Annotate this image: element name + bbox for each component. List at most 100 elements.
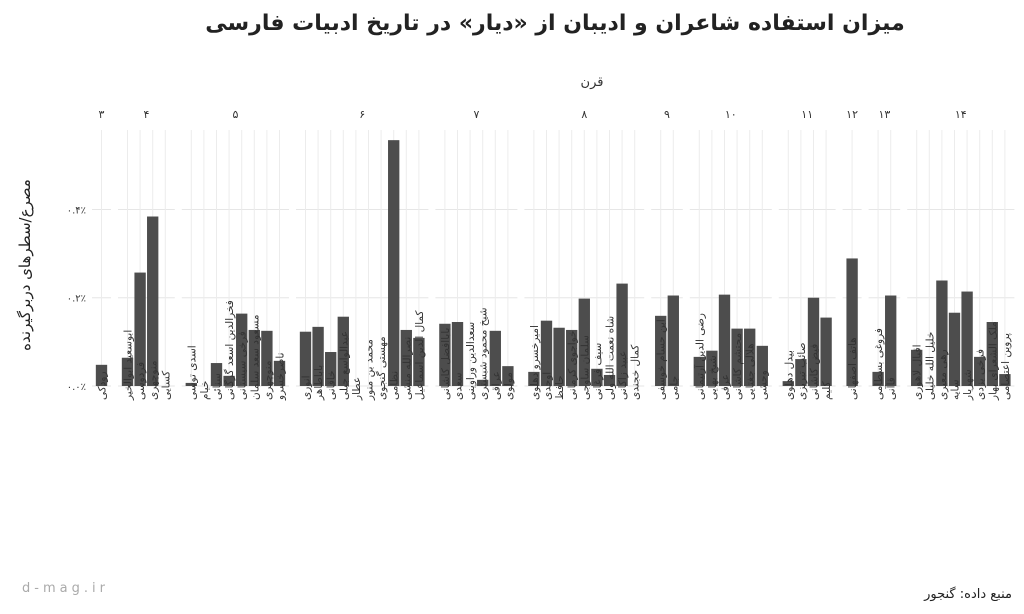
bar	[731, 328, 743, 386]
bar	[413, 337, 425, 386]
x-tick-label: مولوی	[503, 372, 515, 400]
x-tick-label: اوحدی	[542, 372, 554, 400]
facet-label: ۹	[664, 108, 670, 121]
y-tick-label: ٠.۴٪	[67, 205, 86, 216]
bar	[974, 356, 986, 386]
x-tick-label: فرخی یزدی	[975, 349, 987, 400]
bar	[185, 382, 197, 386]
x-tick-label: محمد بن منور	[364, 339, 376, 401]
x-tick-label: ملک الشعرای بهار	[987, 321, 999, 401]
bar	[655, 315, 667, 386]
x-tick-label: شهریار	[962, 369, 974, 401]
x-tick-label: امیرخسرو دهلوی	[529, 325, 541, 400]
bar	[578, 298, 590, 386]
x-tick-label: فیض کاشانی	[809, 344, 821, 400]
bar	[961, 291, 973, 386]
bar	[299, 331, 312, 386]
x-tick-label: ابن حسام خوسفی	[656, 319, 668, 400]
bar	[718, 294, 731, 386]
bar	[400, 329, 412, 386]
x-tick-label: ابوسعید ابوالخیر	[123, 330, 135, 401]
bar	[616, 283, 628, 386]
x-tick-label: کسایی	[160, 371, 172, 400]
x-tick-label: عبدالواسع جبلی	[338, 331, 350, 400]
bar	[223, 375, 235, 386]
facet-label: ۱۴	[955, 108, 967, 121]
x-tick-label: باباافضل کاشانی	[440, 328, 452, 400]
x-tick-label: انوری	[301, 375, 313, 400]
x-tick-label: رودکی	[97, 371, 109, 400]
facet-label: ۱۲	[846, 108, 858, 121]
bar	[261, 330, 273, 386]
bar	[95, 364, 108, 386]
facet-label: ۶	[359, 108, 365, 121]
bar	[591, 368, 603, 386]
x-tick-label: عرفی	[720, 374, 732, 400]
x-tick-label: فروغی بسطامی	[873, 328, 885, 400]
x-tick-label: هلالی جغتایی	[745, 343, 757, 400]
x-tick-label: سعدالدین وراوینی	[465, 322, 477, 400]
bar	[337, 316, 349, 386]
facet-label: ۸	[581, 108, 587, 121]
facet-label: ۱۳	[878, 108, 890, 121]
x-tick-label: شاه نعمت الله ولی	[605, 316, 617, 400]
bar	[210, 363, 223, 386]
bar	[744, 328, 756, 386]
x-tick-label: خلیل الله خلیلی	[924, 332, 936, 400]
bar	[147, 216, 159, 386]
x-tick-label: صائب تبریزی	[796, 342, 808, 400]
x-tick-label: مهستی گنجوی	[375, 336, 388, 400]
bar	[795, 359, 807, 386]
bar	[693, 356, 705, 386]
x-tick-label: خواجوی کرمانی	[567, 330, 579, 400]
x-tick-label: محتشم کاشانی	[732, 333, 744, 400]
x-tick-label: سعدی	[453, 372, 465, 400]
bar	[999, 374, 1011, 386]
x-tick-label: فخرالدین اسعد گرگانی	[223, 300, 236, 400]
x-tick-label: باباطاهر	[313, 365, 325, 401]
bar	[756, 345, 768, 386]
x-tick-label: فرخی سیستانی	[237, 331, 249, 400]
bar	[236, 313, 248, 386]
x-tick-label: هاتف اصفهانی	[847, 337, 859, 400]
bar	[121, 357, 134, 386]
facet-label: ۱۰	[725, 108, 737, 121]
y-tick-label: ٠.٢٪	[67, 294, 86, 305]
bar	[540, 320, 553, 386]
bar	[312, 326, 324, 386]
x-tick-label: فردوسی	[135, 362, 147, 400]
x-tick-label: منوچهری	[262, 360, 274, 400]
bar	[248, 329, 260, 386]
y-tick-label: ٠.٠٪	[67, 382, 86, 393]
bar	[489, 330, 501, 386]
bar	[667, 295, 679, 386]
x-tick-label: اقبال لاهوری	[912, 344, 924, 400]
y-axis-label: مصرع/سطرهای دربرگیرنده	[16, 179, 34, 351]
x-tick-label: عطار	[351, 377, 363, 401]
bar	[948, 312, 961, 386]
bar	[603, 374, 616, 386]
bar	[911, 349, 923, 386]
bar	[553, 327, 565, 386]
x-tick-label: نظامی	[389, 371, 401, 400]
x-tick-label: سیف فرغانی	[592, 343, 604, 400]
x-tick-label: منوچهری	[148, 360, 160, 400]
x-tick-label: رهی معیری	[937, 349, 949, 400]
x-tick-label: کمال الدین اسماعیل	[414, 311, 426, 401]
x-tick-label: شیخ بهایی	[707, 355, 719, 400]
x-tick-label: عراقی	[490, 371, 502, 400]
x-tick-label: اسدی توسی	[186, 345, 198, 400]
x-tick-label: وحشی	[757, 370, 769, 400]
facet-label: ۵	[232, 108, 238, 121]
bar	[273, 360, 286, 386]
bar	[872, 371, 884, 386]
x-tick-label: خاقانی	[326, 370, 338, 400]
bar	[706, 350, 718, 386]
source-note: منبع داده: گنجور	[923, 586, 1012, 602]
bar	[820, 317, 832, 386]
x-tick-label: شیخ محمود شبستری	[478, 307, 490, 400]
facet-label: ۱۱	[801, 108, 813, 121]
bar	[986, 322, 998, 386]
bar	[477, 379, 489, 386]
